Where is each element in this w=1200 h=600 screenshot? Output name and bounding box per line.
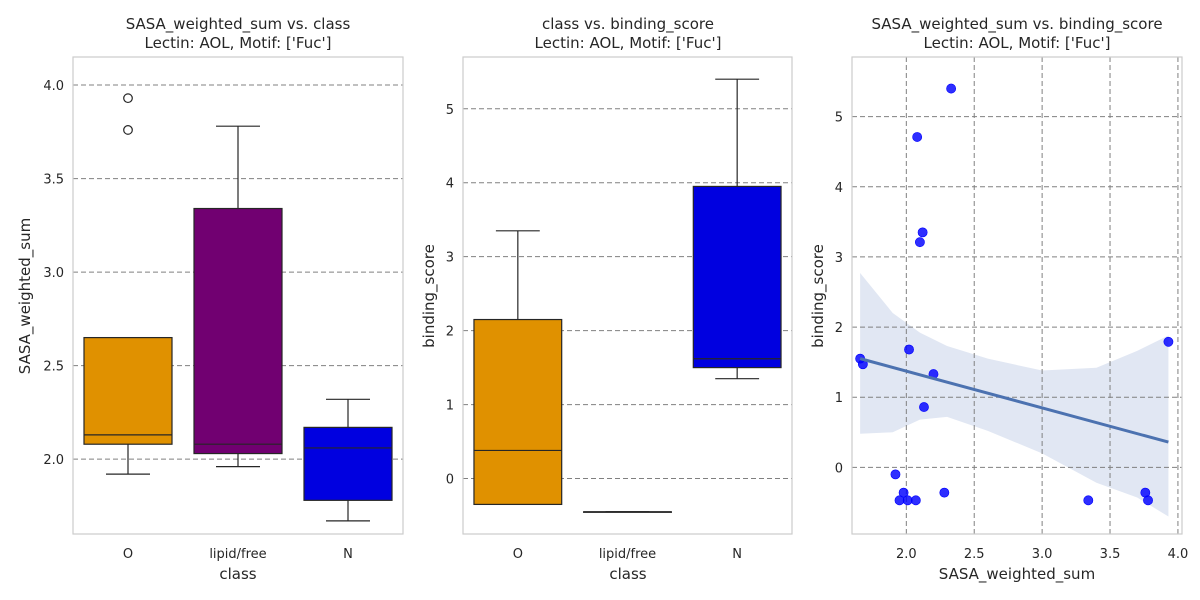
box-lipid-free <box>193 125 283 468</box>
y-tick-label: 5 <box>835 111 843 126</box>
chart-subtitle: Lectin: AOL, Motif: ['Fuc'] <box>145 34 332 52</box>
scatter-point <box>1143 495 1153 506</box>
y-axis-label: binding_score <box>809 244 828 348</box>
x-tick-label: O <box>123 547 133 562</box>
y-axis-label: binding_score <box>420 244 439 348</box>
y-tick-label: 4 <box>446 177 454 192</box>
y-axis-label: SASA_weighted_sum <box>16 218 35 374</box>
box-iqr <box>692 185 782 369</box>
scatter-point <box>1083 495 1094 506</box>
y-tick-label: 3.0 <box>43 266 64 281</box>
box-o <box>83 93 173 475</box>
box-iqr <box>303 426 393 501</box>
x-axis-label: SASA_weighted_sum <box>939 565 1095 584</box>
y-tick-label: 4.0 <box>43 79 64 94</box>
box-n <box>692 78 782 380</box>
y-tick-label: 1 <box>446 399 454 414</box>
x-axis-label: class <box>609 565 646 583</box>
x-tick-label: lipid/free <box>209 547 266 562</box>
scatter-point <box>902 495 913 506</box>
scatter-point <box>912 132 923 142</box>
y-tick-label: 3 <box>446 251 454 266</box>
box-n <box>303 398 393 522</box>
panel-class-vs-binding: class vs. binding_score Lectin: AOL, Mot… <box>420 15 793 583</box>
box-lipid-free <box>583 511 672 513</box>
scatter-point <box>939 487 950 498</box>
regression-line <box>859 357 1169 444</box>
x-tick-label: O <box>513 547 523 562</box>
y-tick-label: 2.0 <box>43 453 64 468</box>
y-tick-label: 0 <box>835 461 843 476</box>
x-tick-label: 4.0 <box>1168 547 1189 562</box>
outlier-point <box>123 93 133 104</box>
x-axis-label: class <box>219 565 256 583</box>
y-tick-label: 2 <box>446 325 454 340</box>
x-tick-label: N <box>343 547 353 562</box>
x-tick-label: N <box>732 547 742 562</box>
plot-frame <box>851 56 1183 535</box>
x-tick-label: 3.0 <box>1032 547 1053 562</box>
y-tick-label: 2 <box>835 321 843 336</box>
chart-title: SASA_weighted_sum vs. binding_score <box>871 15 1162 34</box>
x-tick-label: lipid/free <box>599 547 656 562</box>
chart-title: SASA_weighted_sum vs. class <box>126 15 351 34</box>
y-tick-label: 4 <box>835 181 843 196</box>
confidence-band <box>860 273 1169 517</box>
scatter-point <box>910 495 921 506</box>
y-tick-label: 3.5 <box>43 173 64 188</box>
y-tick-label: 3 <box>835 251 843 266</box>
chart-subtitle: Lectin: AOL, Motif: ['Fuc'] <box>924 34 1111 52</box>
scatter-point <box>1163 336 1174 347</box>
scatter-point <box>919 402 929 412</box>
chart-title: class vs. binding_score <box>542 15 714 34</box>
plot-frame <box>462 56 793 535</box>
box-iqr <box>83 336 173 445</box>
panel-sasa-vs-class: SASA_weighted_sum vs. class Lectin: AOL,… <box>16 15 404 583</box>
chart-subtitle: Lectin: AOL, Motif: ['Fuc'] <box>535 34 722 52</box>
scatter-point <box>898 487 909 498</box>
box-iqr <box>473 318 563 506</box>
scatter-point <box>946 83 957 94</box>
y-tick-label: 5 <box>446 103 454 118</box>
panel-sasa-vs-binding-scatter: SASA_weighted_sum vs. binding_score Lect… <box>809 15 1188 584</box>
y-tick-label: 0 <box>446 473 454 488</box>
scatter-point <box>915 237 925 248</box>
y-tick-label: 1 <box>835 391 843 406</box>
plot-frame <box>72 56 404 535</box>
box-o <box>473 230 563 506</box>
scatter-point <box>917 227 928 238</box>
scatter-point <box>904 344 914 355</box>
y-tick-label: 2.5 <box>43 360 64 375</box>
scatter-point <box>890 469 901 480</box>
outlier-point <box>123 125 133 135</box>
x-tick-label: 3.5 <box>1100 547 1121 562</box>
x-tick-label: 2.5 <box>964 547 985 562</box>
box-iqr <box>193 207 283 455</box>
x-tick-label: 2.0 <box>896 547 917 562</box>
